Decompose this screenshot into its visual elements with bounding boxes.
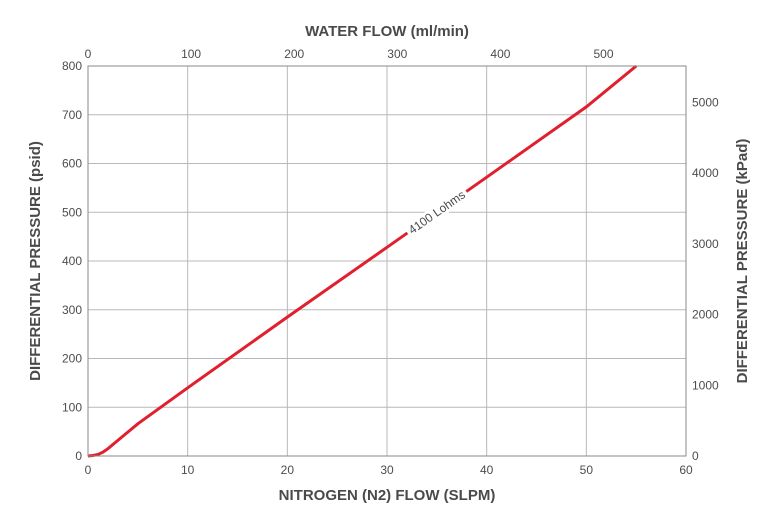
plot-frame bbox=[87, 65, 687, 457]
grid bbox=[87, 65, 687, 457]
x-tick-label: 30 bbox=[380, 463, 394, 477]
y-axis-ticks: 0 100 200 300 400 500 600 700 800 bbox=[62, 59, 82, 463]
y-tick-label: 400 bbox=[62, 254, 82, 268]
y2-tick-label: 0 bbox=[692, 449, 699, 463]
x-tick-label: 0 bbox=[85, 463, 92, 477]
y-tick-label: 600 bbox=[62, 157, 82, 171]
x-tick-label: 10 bbox=[181, 463, 195, 477]
x-tick-label: 60 bbox=[679, 463, 693, 477]
y2-axis-title: DIFFERENTIAL PRESSURE (kPad) bbox=[734, 139, 751, 384]
x-tick-label: 40 bbox=[480, 463, 494, 477]
x2-tick-label: 0 bbox=[85, 47, 92, 61]
x2-axis-title: WATER FLOW (ml/min) bbox=[305, 23, 469, 40]
x2-tick-label: 400 bbox=[490, 47, 510, 61]
y-tick-label: 500 bbox=[62, 205, 82, 219]
x2-axis-ticks: 0 100 200 300 400 500 bbox=[85, 47, 614, 61]
y-tick-label: 100 bbox=[62, 400, 82, 414]
y2-tick-label: 5000 bbox=[692, 95, 719, 109]
x-tick-label: 50 bbox=[580, 463, 594, 477]
x-axis-title: NITROGEN (N2) FLOW (SLPM) bbox=[279, 487, 496, 504]
y2-tick-label: 3000 bbox=[692, 237, 719, 251]
y-tick-label: 800 bbox=[62, 59, 82, 73]
x2-tick-label: 100 bbox=[181, 47, 201, 61]
x-axis-ticks: 0 10 20 30 40 50 60 bbox=[85, 463, 693, 477]
series-line-4100-lohms bbox=[87, 64, 638, 458]
y-tick-label: 200 bbox=[62, 352, 82, 366]
x2-tick-label: 300 bbox=[387, 47, 407, 61]
x-tick-label: 20 bbox=[281, 463, 295, 477]
y-tick-label: 0 bbox=[75, 449, 82, 463]
y2-tick-label: 2000 bbox=[692, 308, 719, 322]
y-tick-label: 300 bbox=[62, 303, 82, 317]
y-tick-label: 700 bbox=[62, 108, 82, 122]
y2-axis-ticks: 0 1000 2000 3000 4000 5000 bbox=[692, 95, 719, 463]
y2-tick-label: 1000 bbox=[692, 378, 719, 392]
annotation-background bbox=[403, 185, 471, 239]
y-axis-title: DIFFERENTIAL PRESSURE (psid) bbox=[27, 141, 44, 381]
y2-tick-label: 4000 bbox=[692, 166, 719, 180]
x2-tick-label: 500 bbox=[594, 47, 614, 61]
x2-tick-label: 200 bbox=[284, 47, 304, 61]
